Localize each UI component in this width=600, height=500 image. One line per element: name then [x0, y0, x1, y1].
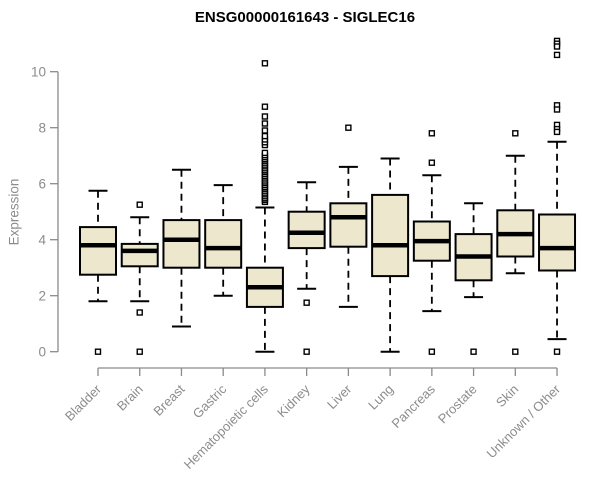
outlier-point [428, 130, 436, 137]
chart-title: ENSG00000161643 - SIGLEC16 [194, 9, 416, 26]
outlier-point [261, 113, 269, 120]
x-tick-label: Brain [114, 382, 146, 414]
x-tick-label: Liver [324, 381, 355, 412]
x-tick-label: Bladder [62, 381, 105, 424]
x-tick-label: Skin [493, 382, 521, 410]
outlier-point [94, 348, 102, 355]
y-tick-label: 10 [31, 64, 46, 79]
box-unknown-other [538, 37, 577, 355]
x-tick-label: Unknown / Other [484, 381, 564, 461]
y-tick-label: 2 [38, 288, 46, 303]
y-axis: 0 2 4 6 8 10 [31, 64, 59, 359]
outlier-point [553, 348, 561, 355]
x-tick-label: Pancreas [389, 381, 439, 431]
outlier-point [261, 103, 269, 110]
outlier-point [136, 348, 143, 355]
iqr-box [329, 202, 368, 248]
iqr-box [204, 219, 243, 269]
outlier-point [470, 348, 477, 355]
x-tick-label: Lung [365, 382, 396, 413]
box-kidney [287, 181, 326, 355]
box-liver [329, 124, 368, 308]
outlier-point [553, 43, 561, 50]
outlier-point [512, 130, 519, 137]
outlier-point [428, 348, 436, 355]
box-bladder [79, 189, 117, 355]
iqr-box [538, 213, 577, 272]
outlier-point [261, 127, 269, 134]
box-breast [162, 168, 201, 328]
x-tick-label: Kidney [274, 381, 313, 420]
box-brain [120, 201, 159, 355]
outlier-point [345, 124, 352, 131]
outlier-point [553, 128, 561, 136]
iqr-box [287, 210, 326, 250]
x-tick-label: Breast [150, 381, 187, 418]
outlier-point [261, 60, 269, 67]
outlier-point [261, 149, 269, 157]
outlier-point [303, 348, 310, 355]
box-pancreas [412, 130, 451, 355]
outlier-point [261, 132, 269, 140]
iqr-box [120, 242, 159, 268]
outlier-point [261, 120, 269, 127]
iqr-box [371, 193, 410, 278]
x-tick-label: Gastric [190, 381, 230, 421]
outlier-point [303, 299, 310, 306]
y-tick-label: 0 [38, 344, 46, 359]
outlier-point [136, 201, 143, 208]
outlier-point [553, 106, 561, 113]
outlier-point [512, 348, 519, 355]
y-tick-label: 8 [38, 120, 46, 135]
box-lung [371, 157, 410, 353]
outlier-point [553, 51, 561, 59]
box-hematopoietic-cells [245, 60, 284, 353]
box-prostate [454, 202, 493, 355]
box-skin [496, 130, 535, 355]
box-gastric [204, 184, 243, 297]
y-tick-label: 4 [38, 232, 46, 247]
outlier-point [428, 159, 436, 166]
x-tick-label: Prostate [435, 382, 480, 427]
iqr-box [162, 219, 201, 269]
outlier-point [136, 309, 143, 316]
iqr-box [79, 226, 117, 276]
y-tick-label: 6 [38, 176, 46, 191]
